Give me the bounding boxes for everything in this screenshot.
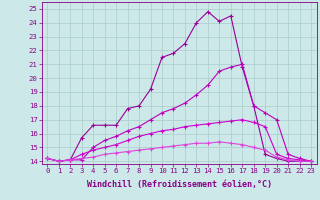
X-axis label: Windchill (Refroidissement éolien,°C): Windchill (Refroidissement éolien,°C) [87,180,272,189]
